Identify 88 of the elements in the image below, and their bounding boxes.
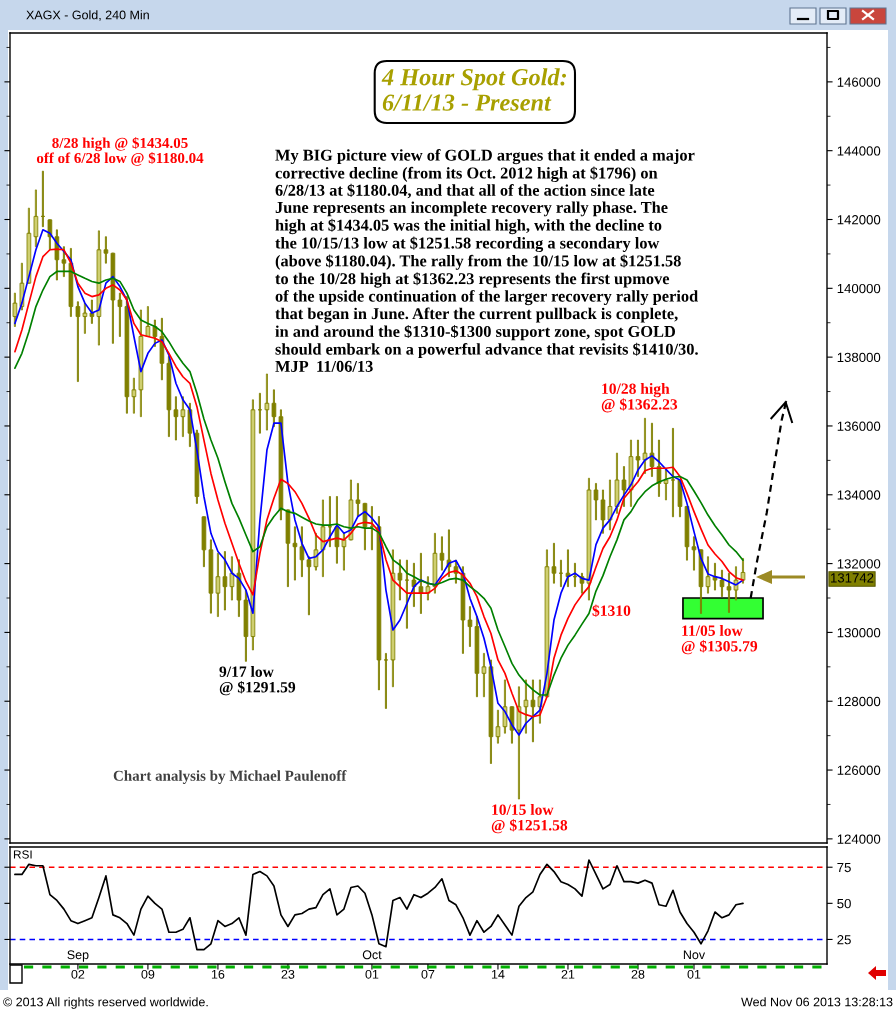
x-tick-label: Nov [683,950,706,960]
y-tick-label: 138000 [837,352,881,363]
candlestick [250,399,256,651]
candlestick [264,373,270,431]
candlestick [572,562,578,588]
candlestick [75,301,81,382]
candlestick [285,509,291,588]
candlestick [488,659,494,764]
x-tick-label: 01 [365,969,379,979]
y-tick-label: 136000 [837,421,881,431]
x-tick-label: 09 [141,969,155,979]
x-tick-label: 14 [491,970,505,979]
candlestick [12,292,18,327]
candlestick [292,526,298,581]
candlestick [257,392,263,434]
candlestick [355,483,361,517]
candlestick [103,236,109,264]
x-tick-label: 28 [631,969,645,979]
candlestick [166,356,172,438]
y-tick-label: 126000 [837,765,881,775]
annotation: 10/15 low @ $1251.58 [491,804,568,834]
y-tick-label: 128000 [837,696,881,707]
candlestick [117,292,123,337]
annotation: Chart analysis by Michael Paulenoff [113,770,347,784]
candlestick [439,536,445,571]
x-tick-label: Sep [67,950,89,962]
x-tick-label: 02 [71,969,85,979]
candlestick [481,652,487,698]
y-tick-label: 134000 [837,490,881,500]
candlestick [467,606,473,647]
x-tick-label: 23 [281,969,295,979]
x-tick-label: 21 [561,969,575,979]
candlestick [376,516,382,691]
candlestick [229,556,235,601]
candlestick [418,552,424,614]
x-tick-label: Oct [362,950,382,960]
candlestick [271,389,277,428]
candlestick [432,532,438,594]
candlestick [33,189,39,248]
candlestick [243,589,249,662]
line-series [14,859,744,951]
y-tick-label: 124000 [837,834,881,844]
candlestick [299,526,305,578]
annotation: 10/28 high @ $1362.23 [601,383,678,413]
candlestick [110,252,116,344]
candlestick [145,306,151,337]
text: 4 Hour Spot Gold: 6/11/13 - Present [381,68,567,111]
candlestick [89,299,95,324]
annotation: 11/05 low @ $1305.79 [681,625,758,655]
text: My BIG picture view of GOLD argues that it ended a major corrective decline (from its Oct. 2012 high at $1796) on 6/28/13 at $1180.04, and that all of the action since late June represents an incomplete recovery rally phase. The high at $1434.05 was the initial high, with the decline to the 10/15/13 low at $1251.58 recording a secondary low (above $1180.04). The rally from the 10/15 low at $1251.58 to the 10/28 high at $1362.23 represents the first upmove of the upside continuation of the larger recovery rally period that began in June. After the current pullback is conplete, in and around the $1310-$1300 support zone, spot GOLD should embark on a powerful advance that revisits $1410/30. MJP 11/06/13 [275,149,699,372]
candlestick [558,559,564,588]
candlestick [124,296,130,414]
candlestick [82,302,88,334]
candlestick [180,396,186,438]
y-tick-label: 50 [837,898,851,909]
candlestick [40,170,46,228]
x-tick-label: 01 [687,969,701,979]
candlestick [215,552,221,618]
candlestick [397,559,403,601]
y-tick-label: 75 [837,862,851,873]
candlestick [306,556,312,616]
chart-subtitle: XAGX - Gold, 240 Min [26,10,149,21]
candlestick [208,539,214,614]
y-tick-label: 25 [837,935,851,945]
candlestick [131,377,137,414]
annotation: $1310 [592,604,631,617]
y-tick-label: 130000 [837,627,881,638]
candlestick [474,616,480,698]
y-tick-label: 144000 [837,146,881,156]
y-tick-label: 146000 [837,77,881,87]
candlestick [173,396,179,441]
annotation: 9/17 low @ $1291.59 [219,666,296,696]
candlestick [383,652,389,709]
y-tick-label: 140000 [837,283,881,294]
candlestick [495,709,501,744]
text: Wed Nov 06 2013 13:28:13 [741,997,893,1007]
candlestick [670,427,676,518]
text: © 2013 All rights reserved worldwide. [3,997,208,1009]
y-tick-label: 132000 [837,559,881,569]
x-tick-label: 16 [211,969,225,979]
annotation: 8/28 high @ $1434.05 off of 6/28 low @ $1180.04 [36,137,204,166]
x-tick-label: 07 [421,969,435,979]
text: 131742 [831,573,874,583]
chart-title: RSI [13,850,32,859]
y-tick-label: 142000 [837,215,881,225]
candlestick [201,516,207,568]
candlestick [222,551,228,611]
candlestick [341,532,347,571]
